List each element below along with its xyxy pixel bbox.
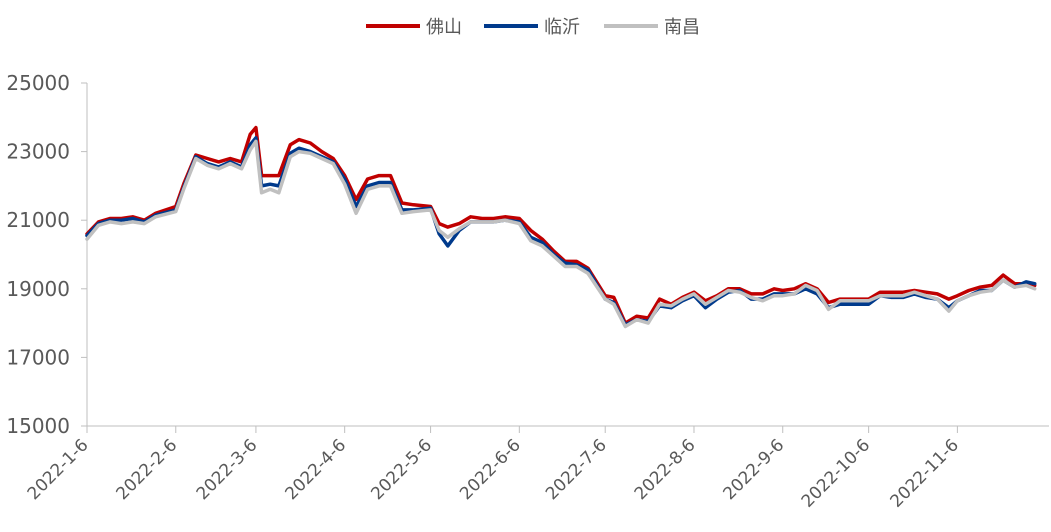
legend-label: 临沂 — [544, 17, 580, 38]
y-tick-label: 21000 — [6, 208, 70, 232]
series-line-2 — [85, 139, 1037, 329]
y-tick-label: 17000 — [6, 345, 70, 369]
legend-item-0: 佛山 — [366, 17, 462, 38]
x-tick-label: 2022-5-6 — [367, 435, 436, 504]
y-tick-label: 15000 — [6, 414, 70, 438]
y-tick-label: 19000 — [6, 277, 70, 301]
series-line-0 — [85, 125, 1037, 325]
y-tick-label: 25000 — [6, 71, 70, 95]
y-tick-label: 23000 — [6, 140, 70, 164]
x-tick-label: 2022-2-6 — [113, 435, 182, 504]
chart-legend: 佛山 临沂 南昌 — [366, 17, 700, 38]
legend-label: 佛山 — [426, 17, 462, 38]
x-tick-label: 2022-6-6 — [456, 435, 525, 504]
x-tick-label: 2022-11-6 — [887, 435, 963, 511]
x-tick-label: 2022-3-6 — [193, 435, 262, 504]
series-layer — [85, 125, 1037, 329]
legend-item-1: 临沂 — [484, 17, 580, 38]
x-axis: 2022-1-6 2022-2-6 2022-3-6 2022-4-6 2022-5-6… — [24, 425, 1049, 512]
legend-label: 南昌 — [664, 17, 700, 38]
x-tick-label: 2022-4-6 — [282, 435, 351, 504]
legend-item-2: 南昌 — [604, 17, 700, 38]
x-tick-label: 2022-9-6 — [720, 435, 789, 504]
y-axis: 25000 23000 21000 19000 17000 15000 — [6, 71, 88, 438]
x-tick-label: 2022-1-6 — [24, 435, 93, 504]
x-tick-label: 2022-10-6 — [798, 435, 874, 511]
x-tick-label: 2022-8-6 — [631, 435, 700, 504]
x-tick-label: 2022-7-6 — [542, 435, 611, 504]
